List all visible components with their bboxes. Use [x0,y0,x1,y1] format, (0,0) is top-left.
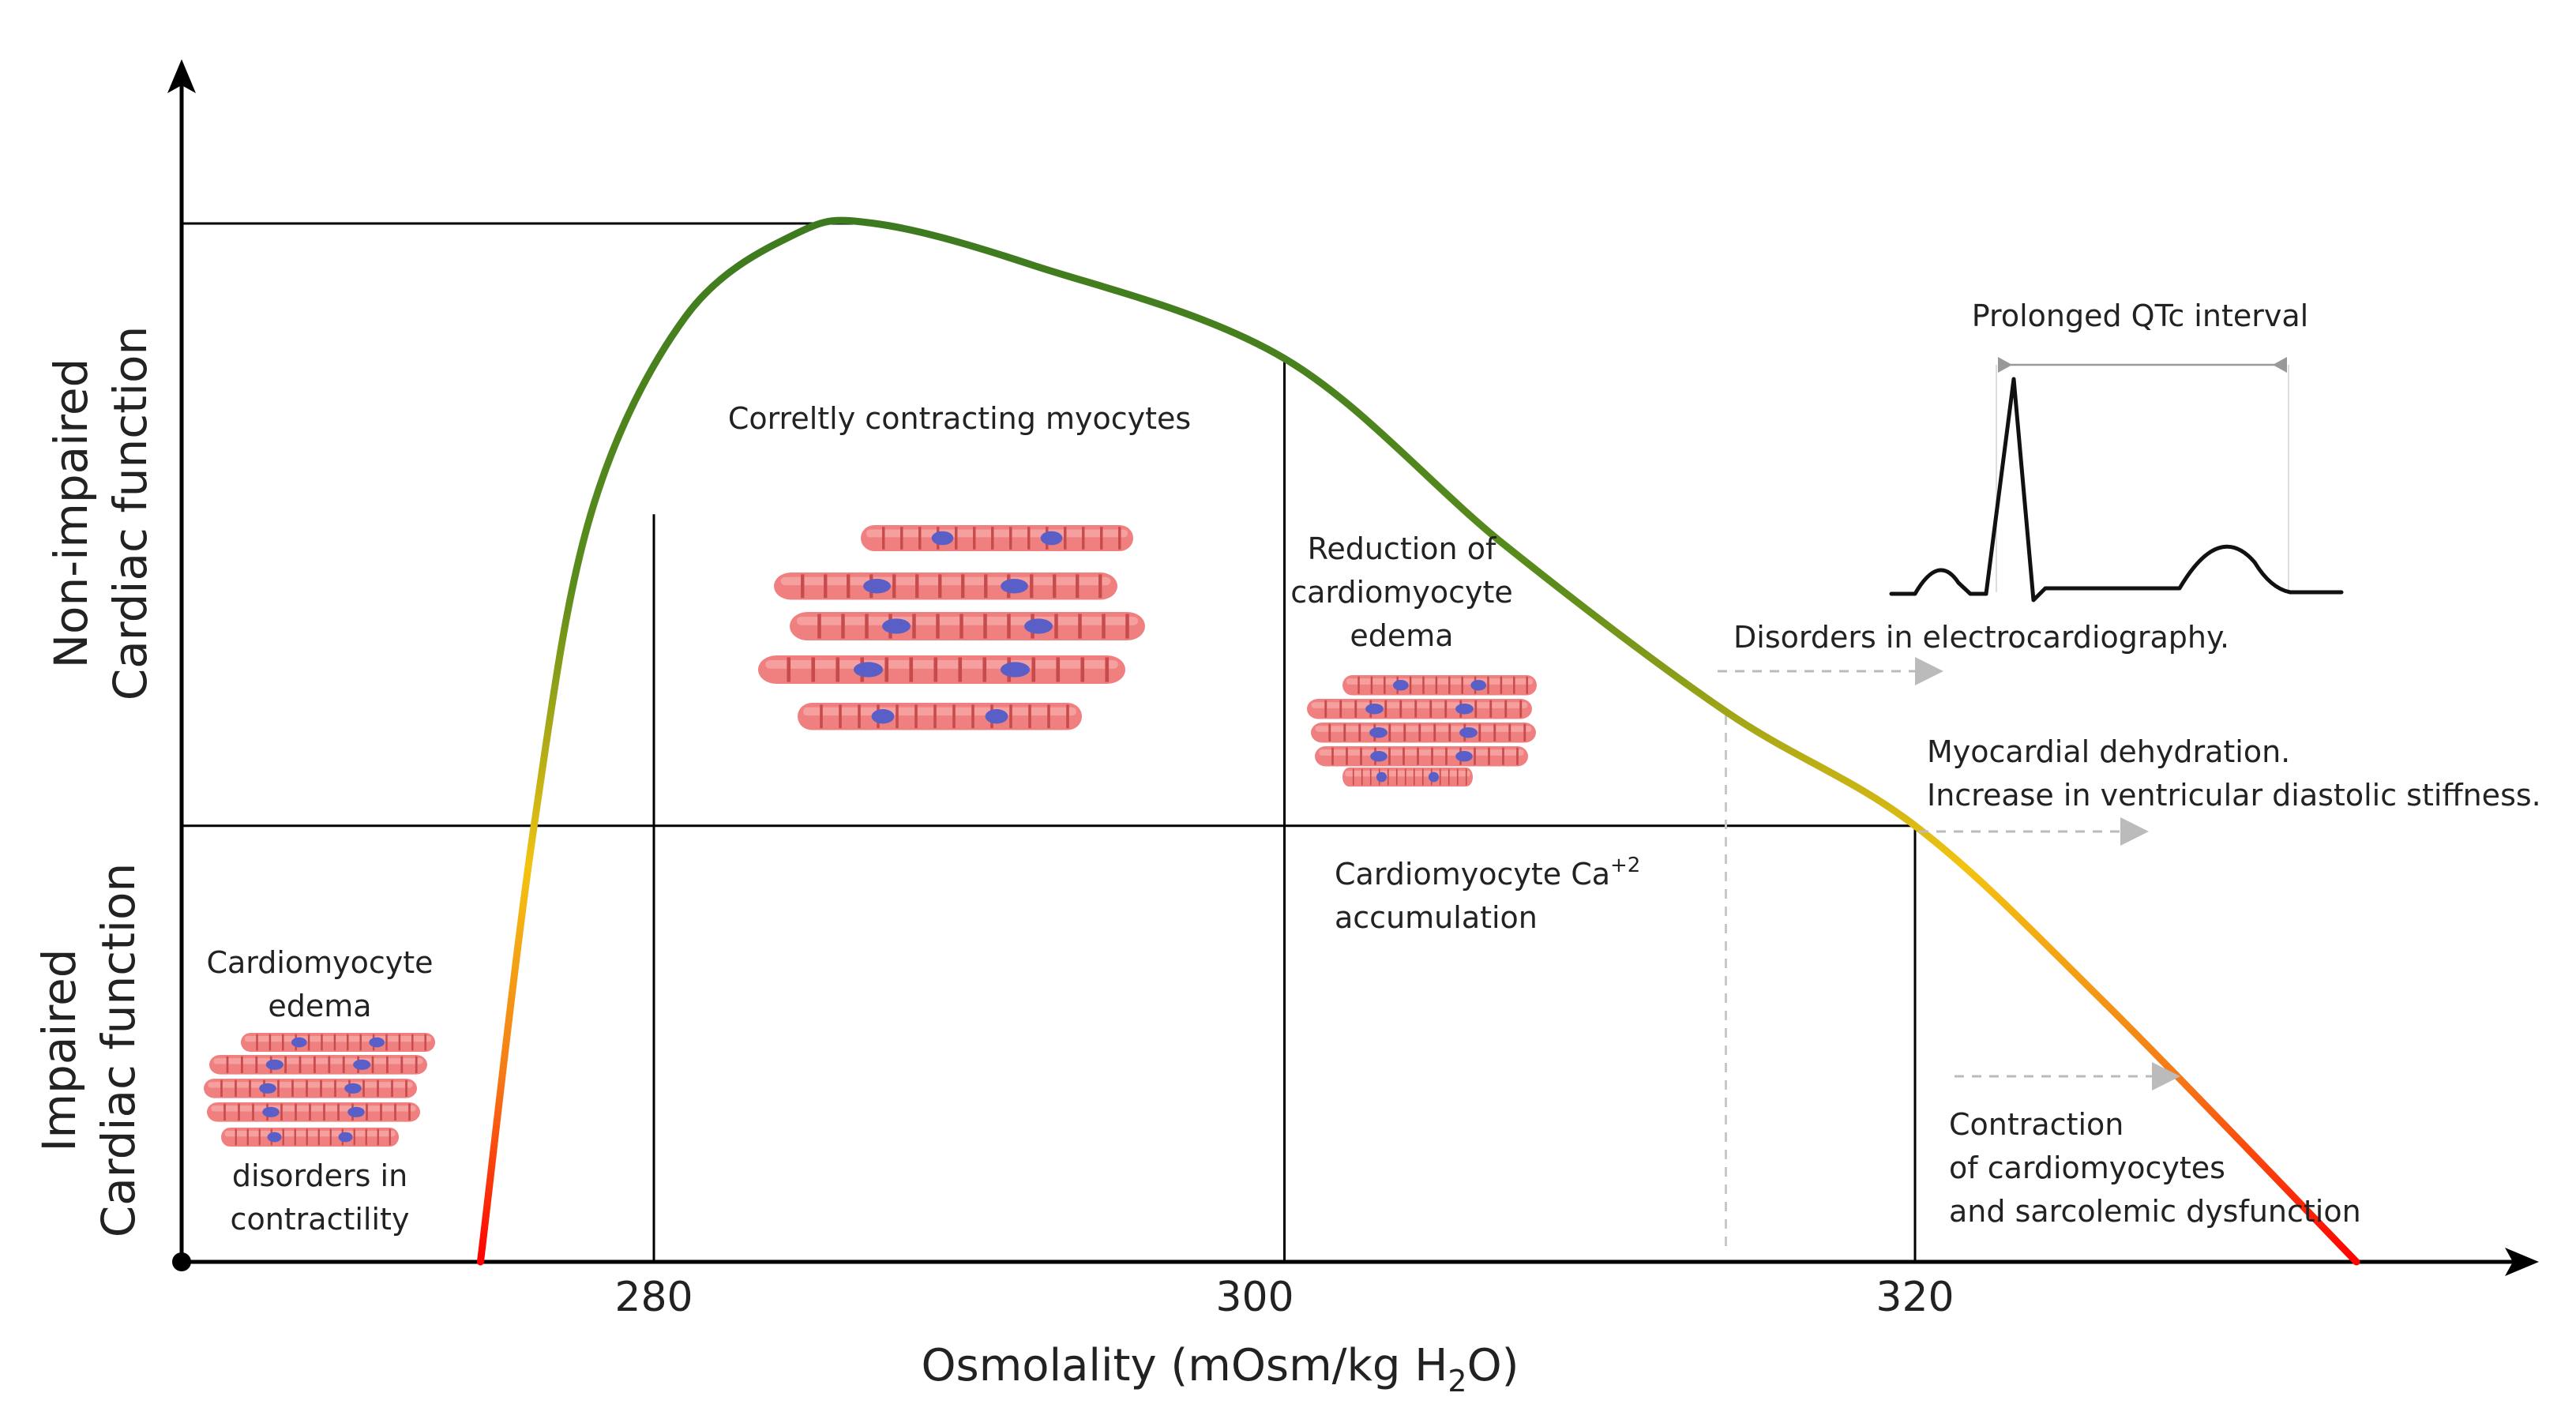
svg-text:cardiomyocyte: cardiomyocyte [1290,575,1512,610]
y-label-non-impaired: Non-impaired Cardiac function [44,326,157,701]
x-tick-label: 280 [614,1274,693,1321]
svg-text:Cardiac function: Cardiac function [92,863,145,1238]
y-label-impaired: Impaired Cardiac function [32,863,145,1238]
origin-dot [172,1252,191,1271]
y-axis-arrowhead [167,59,196,93]
calcium-accumulation-label: Cardiomyocyte Ca+2 accumulation [1335,854,1640,935]
svg-text:Cardiomyocyte: Cardiomyocyte [206,945,433,980]
edema-illustration [202,1031,437,1148]
correctly-contracting-label: Correltly contracting myocytes [728,401,1191,436]
svg-text:Impaired: Impaired [32,948,86,1151]
svg-text:Reduction of: Reduction of [1308,531,1497,566]
cardiac-function-curve [476,216,2360,1266]
reduction-edema-label: Reduction of cardiomyocyte edema [1290,531,1512,653]
contraction-label: Contraction of cardiomyocytes and sarcol… [1949,1107,2361,1229]
svg-text:of cardiomyocytes: of cardiomyocytes [1949,1151,2225,1185]
svg-text:Non-impaired: Non-impaired [44,359,98,669]
svg-text:Contraction: Contraction [1949,1107,2124,1142]
x-axis-title: Osmolality (mOsm/kg H2O) [921,1340,1519,1398]
x-tick-label: 320 [1876,1274,1954,1321]
svg-text:Myocardial dehydration.: Myocardial dehydration. [1927,734,2290,769]
qtc-label: Prolonged QTc interval [1972,298,2308,333]
x-tick-label: 300 [1215,1274,1294,1321]
svg-text:Cardiac function: Cardiac function [103,326,157,701]
svg-text:contractility: contractility [231,1202,410,1237]
ecg-disorders-label: Disorders in electrocardiography. [1733,620,2229,655]
dehydration-label: Myocardial dehydration. Increase in vent… [1927,734,2541,813]
svg-text:disorders in: disorders in [232,1158,407,1193]
svg-text:Cardiomyocyte Ca+2: Cardiomyocyte Ca+2 [1335,854,1640,892]
correct-myocytes-illustration [758,524,1145,732]
x-axis-arrowhead [2505,1248,2539,1276]
svg-text:edema: edema [268,989,371,1023]
ecg-trace-illustration [1889,357,2344,603]
reduced-edema-illustration [1305,674,1538,788]
svg-text:accumulation: accumulation [1335,900,1538,935]
contractility-disorders-label: disorders in contractility [231,1158,410,1237]
svg-text:edema: edema [1350,618,1453,653]
svg-text:and sarcolemic dysfunction: and sarcolemic dysfunction [1949,1194,2361,1229]
edema-label: Cardiomyocyte edema [206,945,433,1023]
svg-text:Increase in ventricular diasto: Increase in ventricular diastolic stiffn… [1927,778,2541,813]
